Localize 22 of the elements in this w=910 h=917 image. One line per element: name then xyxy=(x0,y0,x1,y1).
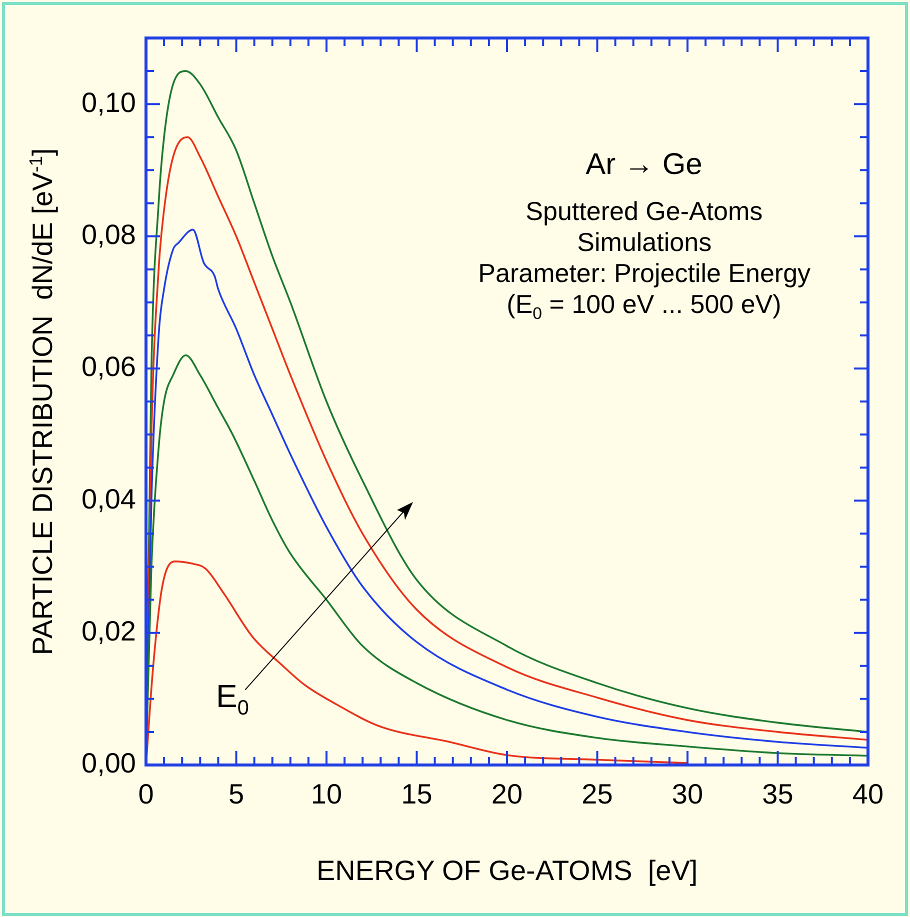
annotation: Ar → Ge xyxy=(586,148,702,182)
y-tick-label: 0,06 xyxy=(82,351,136,382)
x-tick-label: 40 xyxy=(852,778,884,810)
y-tick-label: 0,08 xyxy=(82,218,136,250)
annotation: Sputtered Ge-Atoms xyxy=(526,196,763,227)
annotation: (E$_{0}$ = 100 eV ... 500 eV) xyxy=(506,289,782,324)
x-tick-label: 35 xyxy=(762,778,794,810)
x-tick-label: 5 xyxy=(228,778,244,810)
y-tick-label: 0,10 xyxy=(82,86,136,118)
x-axis-title: ENERGY OF Ge-ATOMS [eV] xyxy=(316,855,698,887)
x-tick-label: 15 xyxy=(401,778,432,810)
x-tick-label: 25 xyxy=(582,778,613,810)
x-tick-label: 20 xyxy=(491,778,523,810)
annotation: Simulations xyxy=(577,227,712,258)
y-tick-label: 0,04 xyxy=(82,483,136,514)
y-tick-label: 0,00 xyxy=(82,748,136,779)
y-tick-label: 0,02 xyxy=(82,616,136,647)
x-tick-label: 0 xyxy=(138,778,154,810)
annotation: Parameter: Projectile Energy xyxy=(478,258,811,289)
x-tick-label: 10 xyxy=(310,778,342,810)
annotation: E$_{0}$ xyxy=(216,678,249,720)
x-tick-label: 30 xyxy=(672,778,704,810)
